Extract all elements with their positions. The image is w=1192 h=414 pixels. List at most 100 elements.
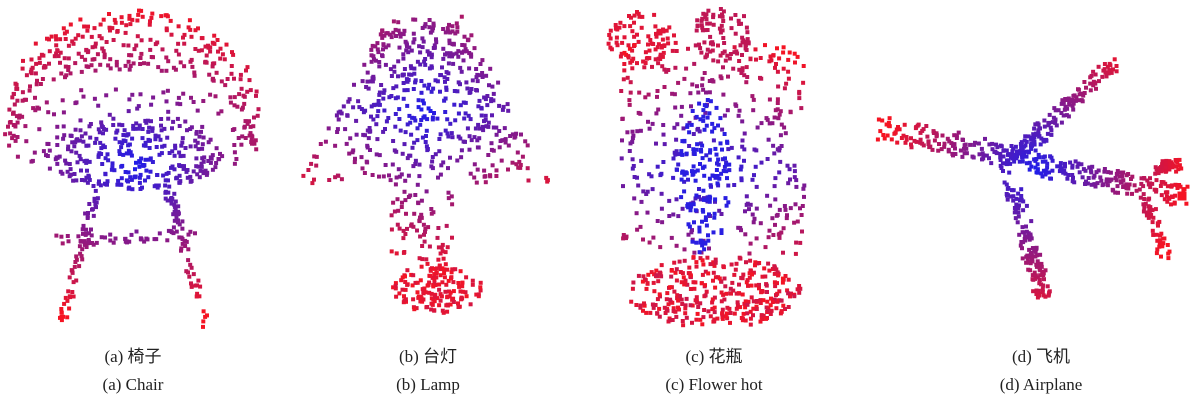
point [676,214,680,218]
point [880,119,884,123]
point [174,176,178,180]
point [682,77,686,81]
point [917,123,921,127]
point [163,144,167,148]
point [436,258,440,262]
point [127,109,131,113]
point [742,312,746,316]
point [148,48,152,52]
point [405,44,409,48]
point [124,240,128,244]
point [460,70,464,74]
point [888,116,892,120]
point [797,96,801,100]
point [749,323,753,327]
point [369,48,373,52]
point [1166,256,1170,260]
point [443,290,447,294]
point [680,280,684,284]
point [661,123,665,127]
point [702,198,706,202]
point [63,75,67,79]
point [692,287,696,291]
point [652,306,656,310]
point [55,135,59,139]
point [725,141,729,145]
point [239,77,243,81]
point [468,91,472,95]
point [182,42,186,46]
point [645,287,649,291]
point [1029,252,1033,256]
point [363,109,367,113]
point [62,133,66,137]
point [205,61,209,65]
point [726,184,730,188]
point [678,260,682,264]
point [707,111,711,115]
point [144,144,148,148]
point [240,108,244,112]
point [667,25,671,29]
point [138,176,142,180]
point [456,281,460,285]
point [447,61,451,65]
point [748,252,752,256]
point [680,302,684,306]
point [453,31,457,35]
point [469,172,473,176]
point [1170,195,1174,199]
point [471,283,475,287]
point [1151,233,1155,237]
point [761,290,765,294]
point [118,183,122,187]
point [67,56,71,60]
point [128,14,132,18]
point [247,119,251,123]
point [434,271,438,275]
point [380,29,384,33]
point [397,107,401,111]
point [640,26,644,30]
point [730,146,734,150]
point [781,281,785,285]
point [741,293,745,297]
point [721,308,725,312]
point [632,21,636,25]
point [430,160,434,164]
point [171,120,175,124]
point [672,261,676,265]
point [1010,188,1014,192]
point [508,134,512,138]
point [1155,178,1159,182]
point [773,223,777,227]
point [659,172,663,176]
point [1014,197,1018,201]
point [660,220,664,224]
point [773,176,777,180]
point [781,51,785,55]
point [1169,202,1173,206]
point [141,127,145,131]
point [417,98,421,102]
point [398,227,402,231]
point [476,104,480,108]
point [202,136,206,140]
point [138,181,142,185]
point [445,224,449,228]
point [771,144,775,148]
point [698,318,702,322]
point [185,170,189,174]
point [237,136,241,140]
point [765,194,769,198]
point [741,273,745,277]
point [721,19,725,23]
point [768,204,772,208]
point [1034,273,1038,277]
point [126,143,130,147]
point [201,99,205,103]
point [199,169,203,173]
point [679,114,683,118]
point [216,38,220,42]
point [406,88,410,92]
